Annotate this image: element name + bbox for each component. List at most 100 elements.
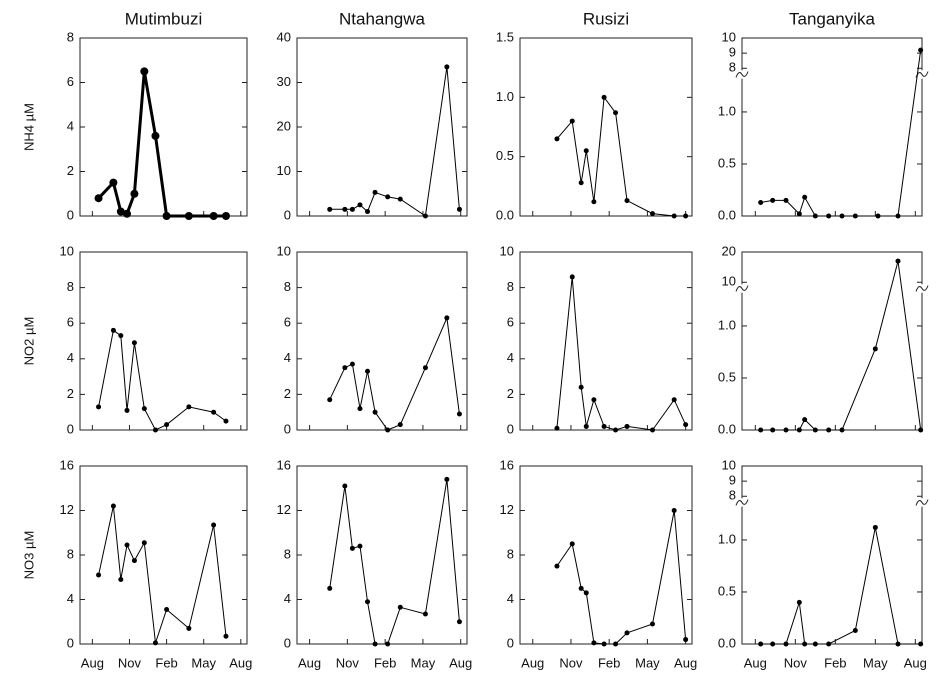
x-tick-label: Aug	[298, 655, 321, 670]
axis-break	[735, 71, 749, 78]
y-tick-label: 8	[729, 60, 736, 75]
data-point	[895, 213, 901, 219]
data-point	[591, 640, 597, 646]
y-tick-label: 16	[500, 457, 514, 472]
y-tick-label: 2	[67, 163, 74, 178]
data-point	[96, 404, 102, 410]
data-point	[875, 213, 881, 219]
x-tick-label: May	[411, 655, 436, 670]
data-point	[569, 541, 575, 547]
data-point	[211, 409, 217, 415]
y-tick-label: 10	[722, 457, 736, 472]
data-point	[601, 423, 607, 429]
data-point	[671, 213, 677, 219]
data-point	[397, 604, 403, 610]
series-line	[556, 510, 687, 645]
y-tick-label: 8	[507, 546, 514, 561]
data-point	[624, 198, 630, 204]
x-tick-label: May	[863, 655, 888, 670]
data-point	[650, 211, 656, 217]
data-point	[110, 327, 116, 333]
data-point	[683, 637, 689, 643]
data-point	[327, 206, 333, 212]
y-tick-label: 2	[507, 386, 514, 401]
data-point	[372, 641, 378, 647]
y-tick-label: 12	[500, 502, 514, 517]
plot-frame	[519, 251, 693, 431]
data-point	[130, 189, 139, 198]
y-axis-label: NO3 µM	[21, 531, 36, 580]
y-tick-label: 4	[67, 118, 74, 133]
data-point	[578, 180, 584, 186]
data-point	[118, 576, 124, 582]
data-point	[569, 118, 575, 124]
data-point	[94, 194, 103, 203]
data-point	[123, 209, 132, 218]
x-tick-label: May	[191, 655, 216, 670]
data-point	[554, 136, 560, 142]
y-tick-label: 9	[729, 45, 736, 60]
x-tick-label: Feb	[155, 655, 177, 670]
x-tick-label: Nov	[118, 655, 142, 670]
data-point	[872, 524, 878, 530]
y-tick-label: 8	[729, 488, 736, 503]
y-tick-label: 4	[67, 591, 74, 606]
data-point	[444, 315, 450, 321]
x-tick-label: Feb	[374, 655, 396, 670]
data-point	[895, 258, 901, 264]
data-point	[349, 361, 355, 367]
data-point	[152, 427, 158, 433]
data-point	[349, 545, 355, 551]
y-tick-label: 6	[284, 315, 291, 330]
y-tick-label: 0	[284, 421, 291, 436]
data-point	[839, 213, 845, 219]
data-point	[839, 427, 845, 433]
data-point	[758, 199, 764, 205]
data-point	[613, 110, 619, 116]
data-point	[683, 422, 689, 428]
data-point	[826, 641, 832, 647]
data-point	[650, 621, 656, 627]
y-tick-label: 2	[284, 386, 291, 401]
data-point	[918, 427, 924, 433]
x-tick-label: Feb	[598, 655, 620, 670]
data-point	[186, 404, 192, 410]
data-point	[397, 196, 403, 202]
panel-title: Rusizi	[583, 9, 629, 28]
data-point	[124, 542, 130, 548]
data-point	[96, 572, 102, 578]
data-point	[826, 427, 832, 433]
data-point	[624, 630, 630, 636]
y-tick-label: 16	[277, 457, 291, 472]
data-point	[613, 427, 619, 433]
y-tick-label: 6	[67, 315, 74, 330]
y-tick-label: 0.5	[718, 369, 736, 384]
data-point	[385, 641, 391, 647]
y-tick-label: 1.0	[496, 89, 514, 104]
data-point	[131, 340, 137, 346]
data-point	[554, 425, 560, 431]
series-line	[760, 260, 922, 431]
data-point	[796, 599, 802, 605]
data-point	[211, 522, 217, 528]
y-tick-label: 0.0	[718, 421, 736, 436]
y-tick-label: 0.5	[718, 155, 736, 170]
y-tick-label: 20	[277, 118, 291, 133]
data-point	[365, 599, 371, 605]
data-point	[422, 213, 428, 219]
data-point	[770, 427, 776, 433]
data-point	[357, 202, 363, 208]
data-point	[131, 558, 137, 564]
data-point	[162, 212, 171, 220]
y-tick-label: 8	[67, 279, 74, 294]
y-tick-label: 6	[507, 315, 514, 330]
data-point	[372, 189, 378, 195]
series-line	[556, 276, 687, 431]
data-point	[365, 209, 371, 215]
data-point	[342, 365, 348, 371]
data-point	[116, 207, 125, 216]
data-point	[796, 427, 802, 433]
data-point	[802, 641, 808, 647]
x-tick-label: May	[635, 655, 660, 670]
y-tick-label: 10	[722, 29, 736, 44]
